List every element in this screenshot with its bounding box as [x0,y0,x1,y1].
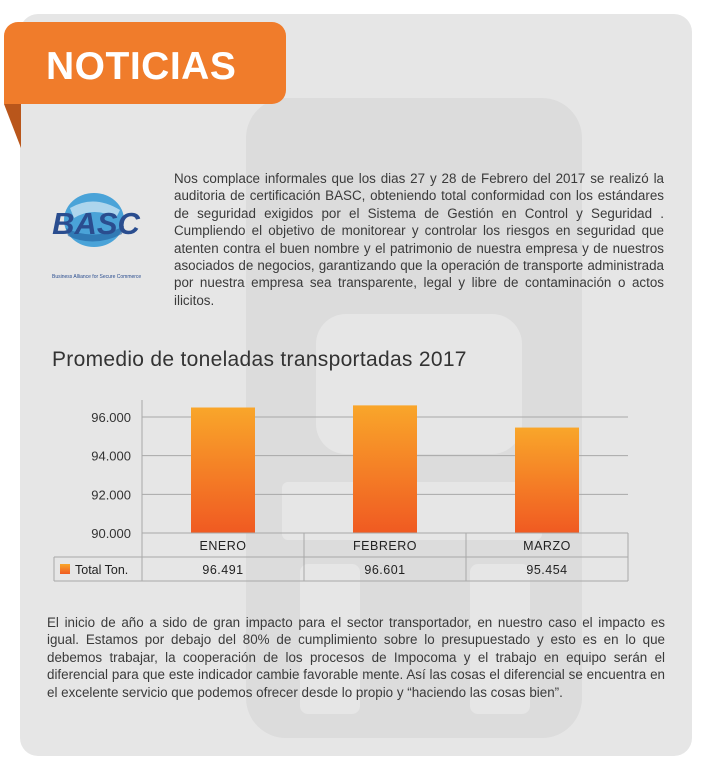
x-category-label: MARZO [523,539,571,553]
legend-swatch [60,564,70,574]
outro-paragraph: El inicio de año a sido de gran impacto … [47,615,665,700]
legend-series-name: Total Ton. [75,563,128,577]
x-category-label: ENERO [200,539,247,553]
logo-tagline: Business Alliance for Secure Commerce [52,274,141,280]
logo-text: BASC [52,206,140,241]
y-tick-label: 92.000 [91,487,131,502]
y-tick-label: 90.000 [91,526,131,541]
data-value-label: 95.454 [526,563,567,577]
header-tab-fold [4,104,21,148]
intro-paragraph: Nos complace informales que los dias 27 … [174,171,664,308]
basc-logo: BASC Business Alliance for Secure Commer… [52,193,141,280]
data-value-label: 96.491 [202,563,243,577]
bar-enero [191,407,255,533]
y-tick-label: 94.000 [91,449,131,464]
bar-febrero [353,405,417,533]
page-title: NOTICIAS [46,45,237,88]
header-tab [4,22,286,104]
bar-marzo [515,427,579,533]
globe-icon [64,193,124,247]
data-value-label: 96.601 [364,563,405,577]
x-category-label: FEBRERO [353,539,417,553]
y-tick-label: 96.000 [91,410,131,425]
chart-title: Promedio de toneladas transportadas 2017 [52,348,467,371]
